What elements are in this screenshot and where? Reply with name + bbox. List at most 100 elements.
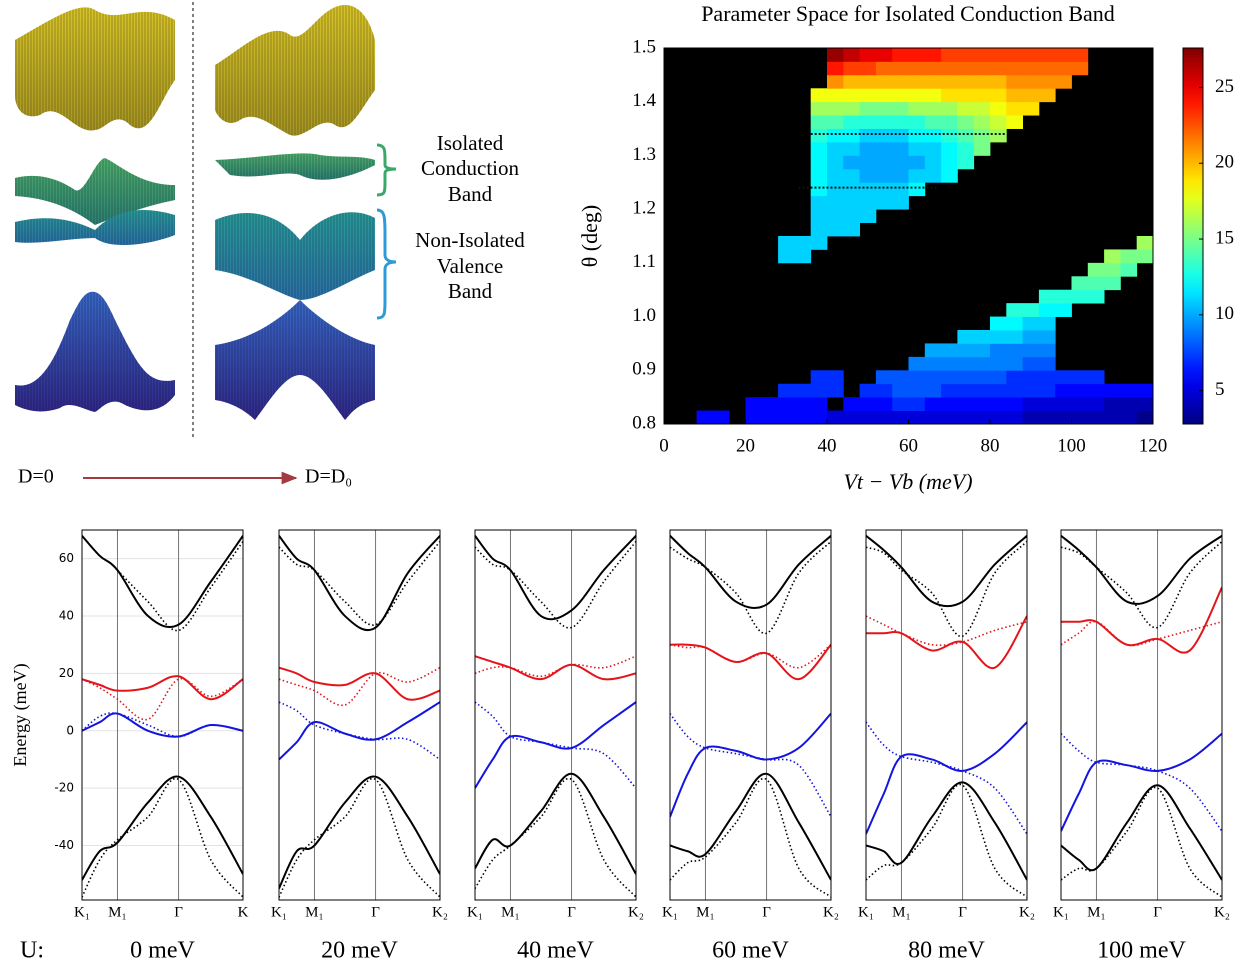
- heatmap-cell: [957, 101, 975, 116]
- heatmap-cell: [941, 142, 958, 156]
- band-curve: [279, 666, 440, 701]
- x-tick-label: K₁: [662, 904, 678, 920]
- heatmap-cell: [875, 168, 893, 183]
- heatmap-cell: [1055, 410, 1072, 425]
- heatmap-cell: [843, 142, 860, 156]
- heatmap-cell: [843, 182, 860, 197]
- heatmap-cell: [990, 128, 1007, 143]
- heatmap-cell: [941, 343, 958, 358]
- heatmap-cell: [957, 410, 975, 425]
- heatmap-cell: [859, 182, 877, 197]
- heatmap-cell: [859, 195, 877, 210]
- heatmap-cell: [761, 397, 779, 411]
- heatmap-cell: [1006, 115, 1023, 129]
- band-curve: [670, 540, 831, 635]
- heatmap-cell: [1038, 74, 1056, 89]
- colorbar-tick-label: 15: [1215, 227, 1234, 248]
- band-curve: [1061, 534, 1222, 605]
- heatmap-cell: [810, 128, 828, 143]
- band-curve: [475, 701, 636, 789]
- x-tick-label: Γ: [958, 904, 967, 920]
- heatmap-cell: [1136, 236, 1154, 250]
- band-curve: [475, 701, 636, 789]
- y-tick-label: 20: [59, 666, 74, 680]
- band-curve: [670, 772, 831, 881]
- heatmap-cell: [941, 397, 958, 411]
- heatmap-cell: [778, 249, 795, 264]
- heatmap-cell: [892, 155, 909, 170]
- band-curve: [82, 775, 243, 881]
- heatmap-cell: [908, 168, 926, 183]
- heatmap-cell: [1022, 356, 1040, 371]
- heatmap-cell: [843, 209, 860, 223]
- heatmap-cell: [924, 101, 942, 116]
- band-curve: [670, 713, 831, 818]
- chart-title: Parameter Space for Isolated Conduction …: [701, 1, 1115, 26]
- heatmap-cell: [908, 128, 926, 143]
- heatmap-cell: [990, 343, 1007, 358]
- heatmap-cell: [1055, 397, 1072, 411]
- heatmap-cell: [990, 356, 1007, 371]
- heatmap-cell: [1022, 410, 1040, 425]
- label: Band: [448, 182, 493, 206]
- band-curve: [475, 655, 636, 678]
- heatmap-cell: [1022, 370, 1040, 385]
- x-tick-label: K₁: [1053, 904, 1069, 920]
- heatmap-cell: [908, 88, 926, 103]
- heatmap-cell: [810, 101, 828, 116]
- heatmap-cell: [810, 410, 828, 425]
- heatmap-cell: [990, 316, 1007, 331]
- y-tick-label: -40: [54, 838, 74, 852]
- heatmap-cell: [875, 88, 893, 103]
- heatmap-cell: [827, 61, 844, 76]
- x-tick-label: Γ: [567, 904, 576, 920]
- heatmap-cell: [1087, 397, 1105, 411]
- heatmap-cell: [827, 101, 844, 116]
- band-curve: [866, 721, 1027, 835]
- heatmap-cell: [810, 142, 828, 156]
- heatmap-cell: [810, 209, 828, 223]
- x-tick-label: K₁: [858, 904, 874, 920]
- heatmap-cell: [843, 88, 860, 103]
- y-axis-label: θ (deg): [577, 205, 602, 267]
- heatmap-cell: [990, 397, 1007, 411]
- band-curve: [279, 535, 440, 632]
- heatmap-cell: [794, 249, 812, 264]
- heatmap-cell: [1022, 61, 1040, 76]
- y-tick-label: 1.2: [632, 198, 656, 219]
- heatmap-cell: [1006, 410, 1023, 425]
- band-curve: [670, 712, 831, 818]
- heatmap-cell: [1022, 383, 1040, 398]
- band-curve: [475, 535, 636, 621]
- colorbar-tick-label: 10: [1215, 303, 1234, 324]
- heatmap-cell: [957, 370, 975, 385]
- heatmap-cell: [1055, 303, 1072, 317]
- surface: [215, 5, 375, 420]
- heatmap-cell: [924, 397, 942, 411]
- heatmap-cell: [973, 356, 991, 371]
- heatmap-cell: [924, 410, 942, 425]
- heatmap-cell: [892, 410, 909, 425]
- heatmap-cell: [810, 155, 828, 170]
- band-curve: [82, 677, 243, 721]
- heatmap-cell: [859, 101, 877, 116]
- label: D=D₀: [305, 466, 352, 488]
- heatmap-cell: [1120, 262, 1138, 277]
- heatmap-cell: [794, 410, 812, 425]
- band-panel: K₁ M₁ Γ K₂ 40 meV: [467, 529, 644, 964]
- heatmap-cell: [794, 236, 812, 250]
- x-tick-label: K₂: [628, 904, 644, 920]
- heatmap-cell: [957, 356, 975, 371]
- curves: [866, 534, 1027, 898]
- heatmap-cell: [794, 383, 812, 398]
- panel-title: 80 meV: [908, 938, 985, 964]
- heatmap-cell: [892, 397, 909, 411]
- label: Band: [448, 279, 493, 303]
- band-curve: [279, 775, 440, 889]
- heatmap-cell: [1120, 397, 1138, 411]
- heatmap-cell: [696, 410, 714, 425]
- heatmap-cell: [827, 128, 844, 143]
- y-tick-label: 0.8: [632, 412, 656, 433]
- label: Valence: [437, 254, 503, 278]
- heatmap-cell: [892, 61, 909, 76]
